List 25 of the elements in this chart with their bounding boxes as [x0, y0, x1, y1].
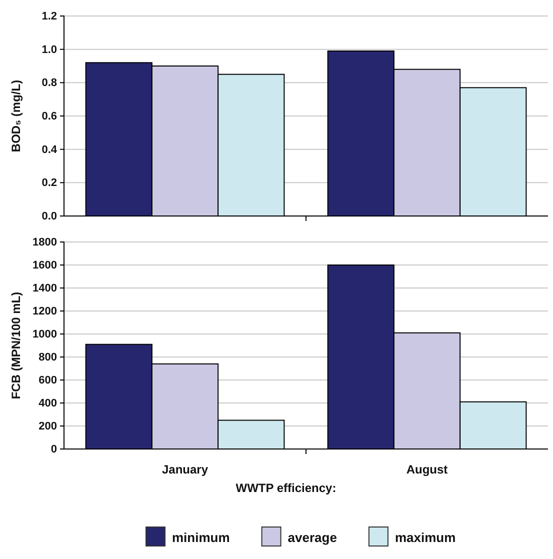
y-tick-label: 1400: [32, 282, 57, 295]
y-tick-label: 0.0: [42, 210, 57, 223]
y-tick-label: 1.2: [42, 10, 57, 23]
x-tick-label: August: [406, 462, 448, 477]
y-tick-label: 0.4: [42, 144, 58, 156]
legend-label: average: [288, 530, 337, 545]
y-axis-title: FCB (MPN/100 mL): [9, 292, 23, 400]
y-tick-label: 800: [38, 352, 57, 364]
legend-label: maximum: [394, 530, 456, 545]
y-tick-label: 0.8: [42, 77, 57, 90]
x-tick-label: January: [162, 462, 208, 477]
legend-label: minimum: [172, 530, 230, 545]
y-tick-label: 1600: [32, 260, 57, 272]
y-axis-title: BOD₅ (mg/L): [9, 80, 23, 152]
y-tick-label: 0: [50, 444, 57, 456]
y-tick-label: 1.0: [42, 44, 57, 56]
y-tick-label: 1800: [32, 236, 57, 249]
y-tick-label: 400: [38, 398, 57, 410]
y-tick-label: 200: [38, 420, 57, 433]
y-tick-label: 600: [38, 374, 57, 387]
y-tick-label: 0.2: [42, 177, 57, 190]
y-tick-label: 1000: [32, 328, 57, 341]
y-tick-label: 1200: [32, 306, 57, 318]
y-tick-label: 0.6: [42, 110, 57, 123]
x-axis-title: WWTP efficiency:: [236, 481, 336, 495]
